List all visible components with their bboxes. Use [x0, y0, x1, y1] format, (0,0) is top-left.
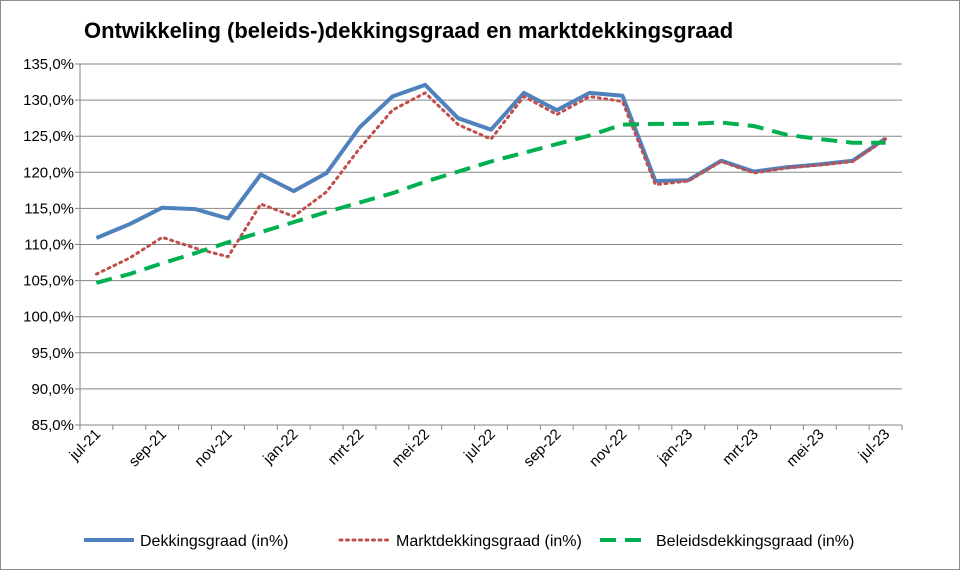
x-tick-label: jul-23: [855, 426, 894, 465]
x-tick-label: nov-21: [191, 426, 235, 470]
y-tick-label: 95,0%: [31, 345, 74, 362]
x-axis-ticks: jul-21 sep-21 nov-21 jan-22 mrt-22 mei-22 jul-…: [66, 426, 894, 470]
series-line-3: [95, 120, 886, 285]
legend-label-3: Beleidsdekkingsgraad (in%): [656, 533, 854, 550]
x-tick-label: mei-22: [389, 426, 433, 470]
y-tick-label: 110,0%: [24, 237, 74, 254]
x-tick-label: mei-23: [783, 426, 827, 470]
x-tick-label: sep-21: [126, 426, 170, 470]
y-tick-label: 105,0%: [23, 273, 74, 290]
x-tick-label: jan-23: [654, 426, 696, 468]
y-axis-ticks: 85,0% 90,0% 95,0% 100,0% 105,0% 110,0% 115,0% 1…: [23, 56, 74, 434]
legend-label-2: Marktdekkingsgraad (in%): [396, 533, 582, 550]
chart-title: Ontwikkeling (beleids-)dekkingsgraad en …: [84, 18, 734, 43]
x-tick-label: mrt-23: [719, 426, 762, 469]
x-tick-label: jan-22: [259, 426, 301, 468]
x-tick-label: jul-22: [460, 426, 499, 465]
y-tick-label: 125,0%: [23, 128, 74, 145]
y-tick-label: 90,0%: [31, 381, 74, 398]
legend: Dekkingsgraad (in%) Marktdekkingsgraad (i…: [84, 533, 854, 550]
series-line-2: [94, 91, 888, 276]
y-tick-label: 135,0%: [23, 56, 74, 73]
x-tick-label: nov-22: [586, 426, 630, 470]
gridlines: [80, 63, 902, 426]
series-lines: [94, 82, 888, 285]
y-tick-label: 120,0%: [23, 164, 74, 181]
series-line-1: [95, 82, 887, 240]
x-tick-label: sep-22: [520, 426, 564, 470]
y-tick-label: 85,0%: [31, 417, 74, 434]
y-tick-label: 115,0%: [24, 200, 74, 217]
x-tick-label: mrt-22: [325, 426, 368, 469]
axes: [75, 63, 903, 430]
legend-label-1: Dekkingsgraad (in%): [140, 533, 289, 550]
y-tick-label: 100,0%: [23, 309, 74, 326]
y-tick-label: 130,0%: [23, 92, 74, 109]
